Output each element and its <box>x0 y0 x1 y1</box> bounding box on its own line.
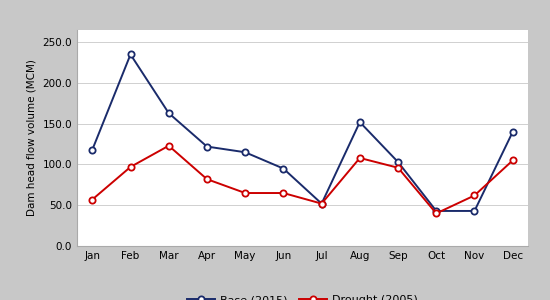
Legend: Base (2015), Drought (2005): Base (2015), Drought (2005) <box>183 291 422 300</box>
Y-axis label: Dam head flow volume (MCM): Dam head flow volume (MCM) <box>27 60 37 216</box>
